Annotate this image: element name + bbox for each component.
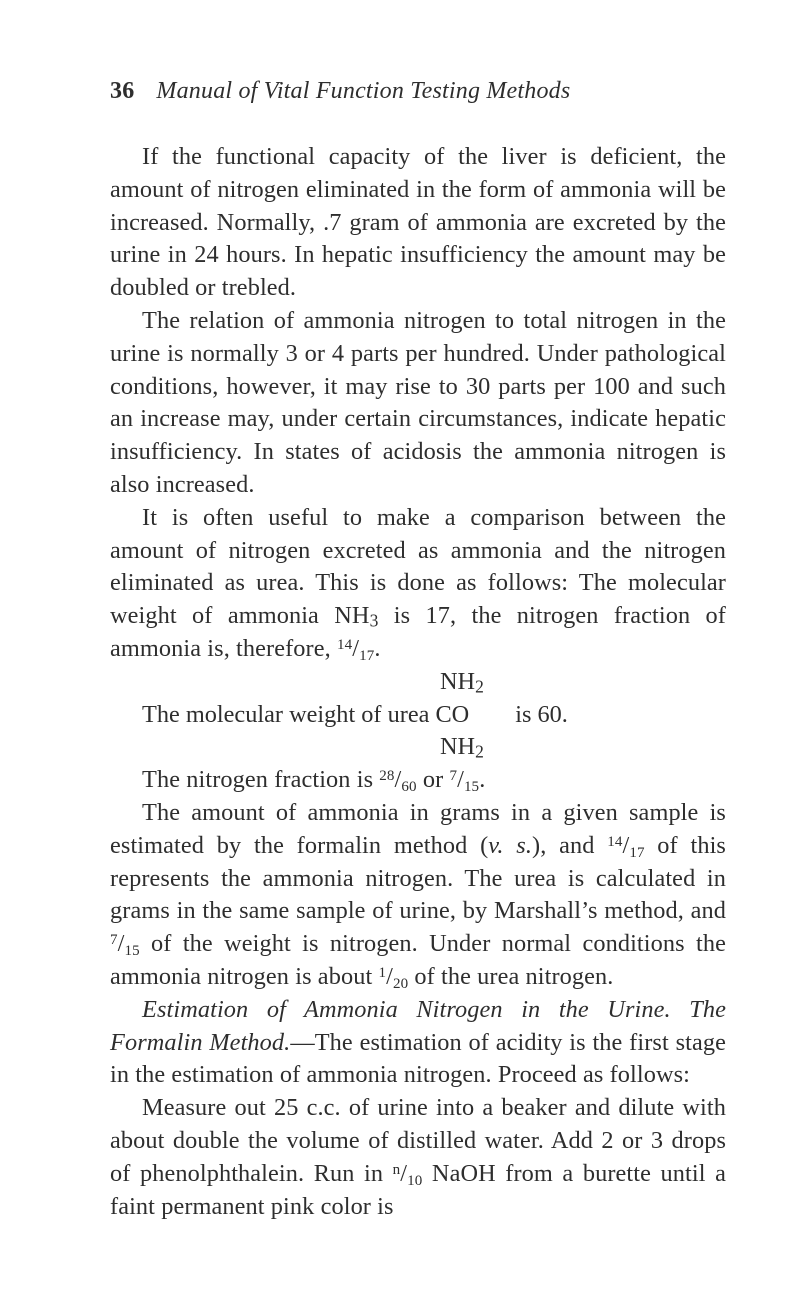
frac-7-15: 7/15 [449, 766, 479, 793]
nh2-above: NH2 [110, 666, 726, 699]
frac-14-17: 14/17 [337, 635, 374, 662]
page-title: Manual of Vital Function Testing Methods [156, 78, 570, 104]
page-header: 36 Manual of Vital Function Testing Metho… [110, 78, 726, 105]
estimation-paragraph: Estimation of Ammonia Nitrogen in the Ur… [110, 994, 726, 1092]
frac-28-60: 28/60 [379, 766, 416, 793]
frac-1-20: 1/20 [378, 963, 408, 990]
amount-paragraph: The amount of ammonia in grams in a give… [110, 797, 726, 994]
page: 36 Manual of Vital Function Testing Metho… [0, 0, 800, 1301]
frac-14-17b: 14/17 [607, 832, 644, 859]
nh2-below: NH2 [110, 731, 726, 764]
frac-n-10: n/10 [393, 1160, 423, 1187]
nh3-formula: NH3 [334, 602, 378, 629]
page-number: 36 [110, 78, 134, 104]
paragraph-3: It is often useful to make a comparison … [110, 502, 726, 666]
paragraph-2: The relation of ammonia nitrogen to tota… [110, 305, 726, 502]
frac-7-15b: 7/15 [110, 930, 140, 957]
measure-paragraph: Measure out 25 c.c. of urine into a beak… [110, 1092, 726, 1223]
nitrogen-fraction-line: The nitrogen fraction is 28/60 or 7/15. [110, 764, 726, 797]
paragraph-1: If the functional capacity of the liver … [110, 141, 726, 305]
urea-mol-line: The molecular weight of urea COis 60. [110, 699, 726, 732]
